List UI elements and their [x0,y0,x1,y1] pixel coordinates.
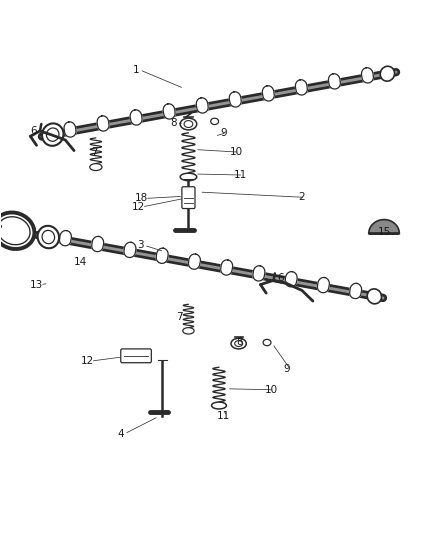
Ellipse shape [367,289,381,304]
Polygon shape [64,122,76,137]
Polygon shape [163,104,175,119]
Text: 10: 10 [230,147,243,157]
Ellipse shape [211,118,219,125]
Ellipse shape [380,66,395,81]
Text: 10: 10 [265,385,278,395]
Polygon shape [350,284,362,298]
Polygon shape [262,86,274,101]
Ellipse shape [180,118,197,130]
Text: 7: 7 [91,147,98,157]
Polygon shape [60,231,71,246]
Polygon shape [196,98,208,113]
Text: 6: 6 [277,273,283,283]
FancyBboxPatch shape [182,187,195,208]
Polygon shape [130,110,142,125]
Polygon shape [92,237,104,252]
Polygon shape [369,220,399,233]
Text: 8: 8 [170,118,177,128]
Text: 11: 11 [217,411,230,422]
Ellipse shape [180,173,197,181]
Ellipse shape [42,124,64,146]
Text: 8: 8 [237,337,243,347]
Polygon shape [285,272,297,287]
Text: 1: 1 [133,65,139,75]
Text: 18: 18 [134,193,148,204]
Text: 9: 9 [220,127,227,138]
Ellipse shape [231,338,246,349]
Ellipse shape [90,164,102,171]
Polygon shape [295,80,307,95]
Polygon shape [361,68,373,83]
Text: 2: 2 [299,192,305,203]
Polygon shape [253,266,265,281]
Ellipse shape [263,340,271,346]
Text: 4: 4 [117,429,124,439]
FancyBboxPatch shape [121,349,151,363]
Polygon shape [97,116,109,131]
Text: 15: 15 [378,227,392,237]
Text: 9: 9 [283,364,290,374]
Text: 6: 6 [30,126,37,136]
Polygon shape [124,243,136,257]
Ellipse shape [38,226,59,248]
Polygon shape [328,74,340,89]
Text: 11: 11 [233,170,247,180]
Text: 13: 13 [30,280,43,289]
Polygon shape [318,278,329,293]
Ellipse shape [183,328,194,334]
Text: 3: 3 [137,240,144,250]
Polygon shape [221,260,233,275]
Polygon shape [156,248,168,263]
Text: 12: 12 [131,202,145,212]
Ellipse shape [212,402,226,409]
Polygon shape [188,254,200,269]
Text: 14: 14 [74,257,87,267]
Polygon shape [229,92,241,107]
Text: 12: 12 [81,356,94,366]
Text: 7: 7 [177,312,183,322]
